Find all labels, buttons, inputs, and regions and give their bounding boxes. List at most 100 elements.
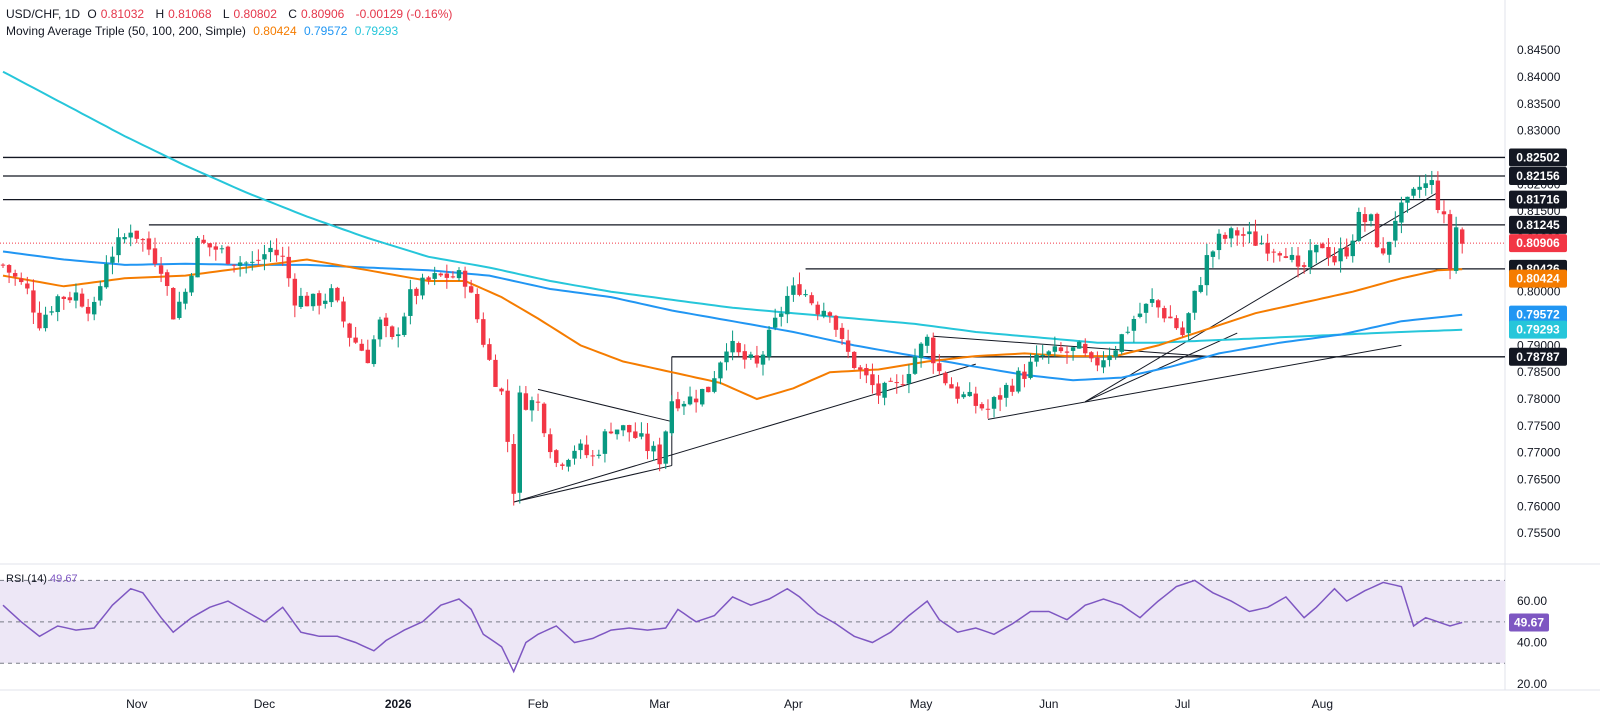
candle-body[interactable]	[572, 450, 577, 459]
candle-body[interactable]	[225, 246, 231, 264]
candle-body[interactable]	[730, 340, 735, 353]
candle-body[interactable]	[0, 264, 6, 266]
candle-body[interactable]	[164, 272, 170, 287]
candle-body[interactable]	[1271, 251, 1276, 253]
candle-body[interactable]	[274, 249, 279, 256]
candle-body[interactable]	[955, 386, 960, 399]
candle-body[interactable]	[1058, 347, 1064, 352]
candle-body[interactable]	[1028, 361, 1033, 378]
candle-body[interactable]	[1210, 251, 1216, 257]
candle-body[interactable]	[1046, 351, 1051, 355]
candle-body[interactable]	[426, 277, 431, 280]
candle-body[interactable]	[219, 248, 225, 250]
candle-body[interactable]	[310, 293, 316, 307]
candle-body[interactable]	[511, 444, 516, 494]
candle-body[interactable]	[1040, 354, 1045, 357]
candle-body[interactable]	[620, 425, 626, 431]
candle-body[interactable]	[852, 351, 857, 368]
candle-body[interactable]	[803, 294, 808, 296]
candle-body[interactable]	[663, 431, 668, 464]
candle-body[interactable]	[73, 292, 79, 301]
candle-body[interactable]	[262, 254, 267, 260]
candle-body[interactable]	[1417, 186, 1422, 190]
candle-body[interactable]	[383, 317, 389, 327]
candle-body[interactable]	[1289, 254, 1295, 260]
candle-body[interactable]	[43, 314, 48, 329]
candle-body[interactable]	[462, 270, 468, 287]
candle-body[interactable]	[791, 285, 796, 295]
candle-body[interactable]	[1429, 180, 1434, 185]
candle-body[interactable]	[189, 275, 194, 293]
candle-body[interactable]	[1301, 265, 1307, 267]
candle-body[interactable]	[651, 445, 656, 452]
candle-body[interactable]	[1022, 371, 1027, 379]
candle-body[interactable]	[1180, 327, 1185, 336]
candle-body[interactable]	[85, 306, 91, 314]
candle-body[interactable]	[1460, 229, 1465, 244]
candle-body[interactable]	[134, 230, 139, 239]
candle-body[interactable]	[298, 295, 304, 307]
candle-body[interactable]	[1283, 256, 1289, 258]
candle-body[interactable]	[845, 340, 851, 352]
candle-body[interactable]	[1143, 303, 1149, 313]
candle-body[interactable]	[122, 237, 127, 240]
candle-body[interactable]	[329, 288, 334, 303]
candle-body[interactable]	[347, 323, 352, 338]
ma-title[interactable]: Moving Average Triple (50, 100, 200, Sim…	[6, 24, 246, 38]
candle-body[interactable]	[146, 238, 152, 250]
candle-body[interactable]	[487, 344, 492, 360]
candle-body[interactable]	[1320, 243, 1325, 249]
candle-body[interactable]	[6, 265, 12, 273]
candle-body[interactable]	[760, 354, 766, 365]
candle-body[interactable]	[967, 391, 972, 397]
candle-body[interactable]	[797, 284, 802, 295]
candle-body[interactable]	[815, 304, 820, 315]
candle-body[interactable]	[104, 263, 109, 288]
candle-body[interactable]	[371, 339, 377, 365]
candle-body[interactable]	[639, 433, 644, 437]
candle-body[interactable]	[280, 255, 285, 257]
candle-body[interactable]	[1387, 241, 1392, 255]
candle-body[interactable]	[444, 273, 450, 278]
candle-body[interactable]	[1447, 214, 1453, 270]
candle-body[interactable]	[687, 396, 693, 405]
candle-body[interactable]	[718, 362, 723, 379]
candle-body[interactable]	[140, 239, 146, 241]
candle-body[interactable]	[614, 429, 620, 435]
candle-body[interactable]	[37, 312, 42, 329]
candle-body[interactable]	[1453, 227, 1459, 271]
candle-body[interactable]	[657, 444, 662, 465]
candle-body[interactable]	[1034, 354, 1039, 362]
candle-body[interactable]	[560, 464, 565, 466]
candle-body[interactable]	[1064, 351, 1070, 353]
candle-body[interactable]	[1198, 285, 1203, 292]
candle-body[interactable]	[888, 380, 893, 382]
candle-body[interactable]	[681, 403, 687, 407]
candle-body[interactable]	[481, 319, 486, 345]
candle-body[interactable]	[1326, 247, 1331, 258]
candle-body[interactable]	[961, 394, 966, 398]
candle-body[interactable]	[876, 383, 881, 396]
candle-body[interactable]	[1010, 385, 1015, 392]
candle-body[interactable]	[736, 343, 741, 353]
candle-body[interactable]	[724, 351, 729, 363]
candle-body[interactable]	[414, 288, 419, 296]
candle-body[interactable]	[1131, 318, 1137, 331]
candle-body[interactable]	[900, 384, 906, 386]
trendline[interactable]	[1085, 332, 1238, 403]
candle-body[interactable]	[858, 367, 863, 370]
trendline[interactable]	[987, 344, 1402, 420]
candle-body[interactable]	[1380, 248, 1386, 254]
candle-body[interactable]	[894, 382, 899, 384]
candle-body[interactable]	[1393, 220, 1398, 241]
candle-body[interactable]	[693, 398, 699, 403]
candle-body[interactable]	[1338, 248, 1343, 262]
trendline[interactable]	[513, 465, 672, 503]
candle-body[interactable]	[1083, 343, 1088, 354]
candle-body[interactable]	[1204, 255, 1210, 286]
candle-body[interactable]	[754, 355, 760, 364]
candle-body[interactable]	[335, 287, 340, 301]
candle-body[interactable]	[924, 336, 930, 346]
candle-body[interactable]	[1125, 331, 1130, 333]
